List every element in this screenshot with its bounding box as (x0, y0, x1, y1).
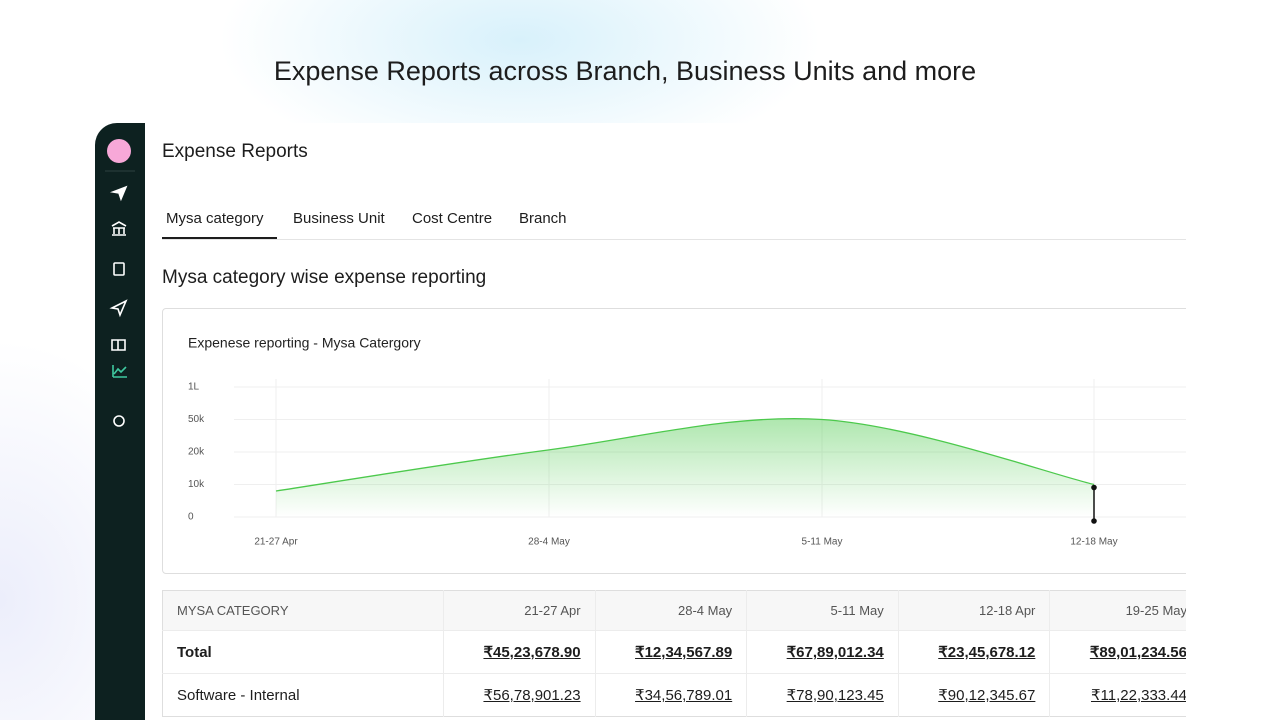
category-cell: Software - Internal (162, 673, 444, 717)
table-row: Software - Internal ₹56,78,901.23 ₹34,56,7… (162, 673, 1186, 717)
amount-cell[interactable]: ₹11,22,333.44 (1049, 673, 1186, 717)
tab[interactable]: Business Unit (293, 210, 385, 227)
column-header: 28-4 May (594, 590, 747, 631)
tab[interactable]: Cost Centre (412, 210, 493, 227)
nav-icon[interactable] (113, 262, 125, 276)
nav-icon[interactable] (109, 185, 128, 202)
amount-cell[interactable]: ₹45,23,678.90 (443, 630, 596, 674)
column-header: 5-11 May (746, 590, 899, 631)
amount-cell[interactable]: ₹78,90,123.45 (746, 673, 899, 717)
app-title: Expense Reports (162, 141, 308, 162)
x-tick-label: 12-18 May (1070, 537, 1117, 548)
page-title: Expense Reports across Branch, Business … (273, 56, 977, 86)
nav-icon[interactable] (111, 339, 126, 351)
nav-icon[interactable] (109, 299, 128, 318)
y-tick-label: 0 (188, 512, 194, 523)
column-header: 12-18 Apr (897, 590, 1050, 631)
column-header: 19-25 May (1049, 590, 1186, 631)
amount-cell[interactable]: ₹67,89,012.34 (746, 630, 899, 674)
main-panel: Expense Reports Mysa category Business U… (145, 123, 1186, 720)
column-header: 21-27 Apr (443, 590, 596, 631)
table-row: Total ₹45,23,678.90 ₹12,34,567.89 ₹67,89,01… (162, 630, 1186, 674)
chart-card: Expenese reporting - Mysa Catergory 0 10k… (162, 308, 1186, 574)
chart-title: Expenese reporting - Mysa Catergory (188, 335, 421, 351)
y-tick-label: 50k (188, 414, 205, 425)
point (1091, 484, 1097, 491)
nav-icon[interactable] (112, 365, 127, 378)
area (276, 418, 1094, 517)
amount-cell[interactable]: ₹12,34,567.89 (594, 630, 747, 674)
chart: Expenese reporting - Mysa Catergory 0 10k… (188, 335, 1186, 548)
x-tick-label: 21-27 Apr (254, 537, 298, 548)
y-tick-label: 1L (188, 382, 200, 393)
x-tick-label: 28-4 May (528, 537, 570, 548)
report-table: MYSA CATEGORY 21-27 Apr 28-4 May 5-11 May 12… (162, 590, 1186, 717)
amount-cell[interactable]: ₹89,01,234.56 (1049, 630, 1186, 674)
line (275, 417, 1095, 492)
sidebar (95, 123, 145, 720)
point-base (1091, 518, 1097, 524)
avatar[interactable] (107, 139, 131, 163)
sidebar-icons (105, 139, 135, 427)
tab[interactable]: Branch (519, 210, 567, 227)
tab-divider (162, 239, 1186, 240)
tab[interactable]: Mysa category (166, 210, 264, 227)
tab-indicator (162, 237, 277, 239)
nav-icon[interactable] (113, 415, 125, 427)
amount-cell[interactable]: ₹90,12,345.67 (897, 673, 1050, 717)
amount-cell[interactable]: ₹56,78,901.23 (443, 673, 596, 717)
y-tick-label: 20k (188, 447, 205, 458)
y-tick-label: 10k (188, 479, 205, 490)
nav-icon[interactable] (111, 221, 127, 236)
category-cell: Total (162, 630, 444, 674)
x-tick-label: 5-11 May (802, 537, 843, 548)
amount-cell[interactable]: ₹23,45,678.12 (897, 630, 1050, 674)
column-header: MYSA CATEGORY (162, 590, 444, 631)
amount-cell[interactable]: ₹34,56,789.01 (594, 673, 747, 717)
section-title: Mysa category wise expense reporting (162, 267, 487, 288)
